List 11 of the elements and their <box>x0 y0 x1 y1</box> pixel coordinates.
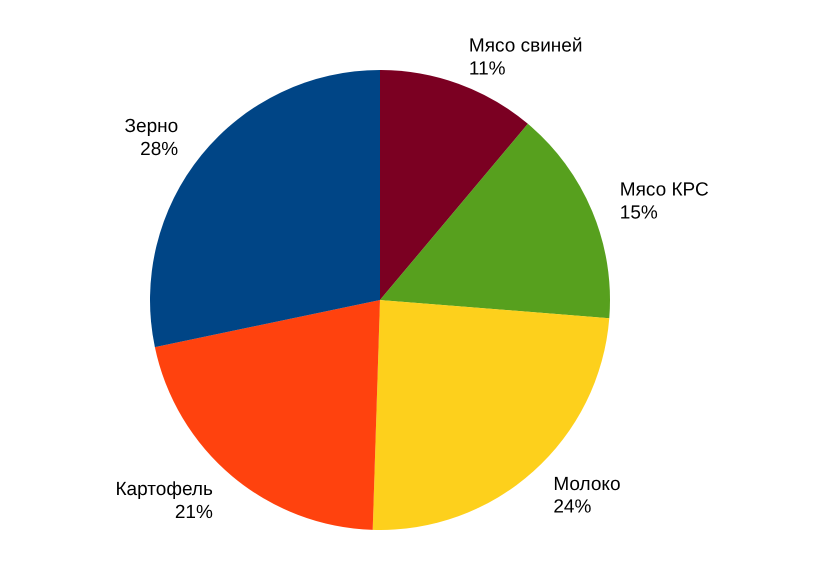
slice-label: Мясо КРС <box>620 180 709 201</box>
slice-label: Мясо свиней <box>468 36 582 57</box>
data-label: 24% <box>553 496 592 518</box>
pie-slice <box>380 124 610 318</box>
data-label: 15% <box>620 202 658 224</box>
slice-label: Молоко <box>553 474 621 495</box>
data-label: 11% <box>468 58 506 80</box>
data-label: 21% <box>174 502 213 523</box>
slice-label: Зерно <box>124 116 178 138</box>
slice-label: Картофель <box>115 479 213 500</box>
data-label: 28% <box>140 138 178 160</box>
